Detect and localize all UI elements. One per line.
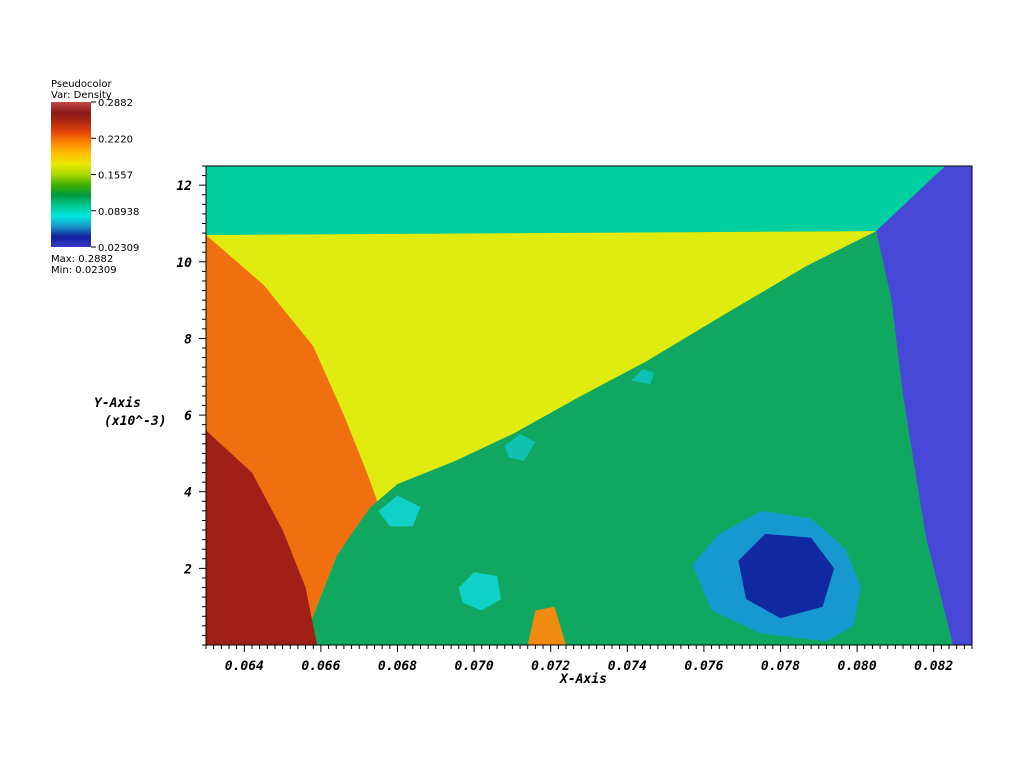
region-dark-red-core: [206, 430, 318, 645]
y-axis-title: Y-Axis: [94, 396, 141, 411]
x-axis-title: X-Axis: [559, 672, 607, 687]
x-tick-label: 0.082: [914, 659, 953, 674]
legend-ticks: 0.2882 0.2220 0.1557 0.08938 0.02309: [91, 98, 139, 254]
colorbar: [51, 102, 91, 247]
legend-plot-type: Pseudocolor: [51, 79, 113, 90]
x-tick-label: 0.080: [838, 659, 877, 674]
colorbar-legend: Pseudocolor Var: Density 0.2882 0.2220 0.1…: [51, 79, 139, 276]
x-axis: 0.064 0.066 0.068 0.070 0.072 0.074 0.076 0.078…: [205, 644, 973, 674]
region-base-strip-orange: [527, 606, 566, 645]
y-tick-label: 4: [184, 486, 192, 501]
plot-area: [205, 165, 973, 646]
legend-tick-label: 0.02309: [98, 243, 139, 254]
region-yellow-wedge: [206, 231, 877, 645]
region-vortex-3: [504, 434, 536, 462]
x-tick-label: 0.066: [301, 659, 340, 674]
y-tick-label: 12: [176, 179, 192, 194]
y-tick-label: 10: [176, 256, 192, 271]
y-tick-label: 6: [184, 409, 192, 424]
region-vortex-2: [378, 495, 421, 527]
region-right-region: [876, 166, 972, 645]
x-tick-label: 0.068: [378, 659, 417, 674]
legend-tick-label: 0.1557: [98, 171, 133, 182]
y-axis-scale: (x10^-3): [104, 414, 167, 429]
region-top-band: [206, 166, 946, 235]
x-tick-label: 0.074: [608, 659, 647, 674]
x-tick-label: 0.064: [225, 659, 264, 674]
legend-tick-label: 0.2882: [98, 98, 133, 109]
y-tick-label: 8: [184, 332, 192, 347]
x-tick-label: 0.072: [531, 659, 570, 674]
density-field: [206, 166, 972, 645]
region-blue-core: [738, 533, 835, 619]
y-tick-label: 2: [183, 562, 192, 577]
legend-variable: Var: Density: [51, 90, 112, 101]
legend-max: Max: 0.2882: [51, 254, 113, 265]
legend-min: Min: 0.02309: [51, 265, 117, 276]
legend-tick-label: 0.08938: [98, 207, 139, 218]
legend-tick-label: 0.2220: [98, 134, 133, 145]
region-vortex-1: [458, 572, 501, 611]
y-axis: 2 4 6 8 10 12: [176, 165, 207, 646]
x-tick-label: 0.070: [455, 659, 494, 674]
x-tick-label: 0.078: [761, 659, 800, 674]
region-vortex-4: [631, 369, 655, 385]
x-tick-label: 0.076: [684, 659, 723, 674]
